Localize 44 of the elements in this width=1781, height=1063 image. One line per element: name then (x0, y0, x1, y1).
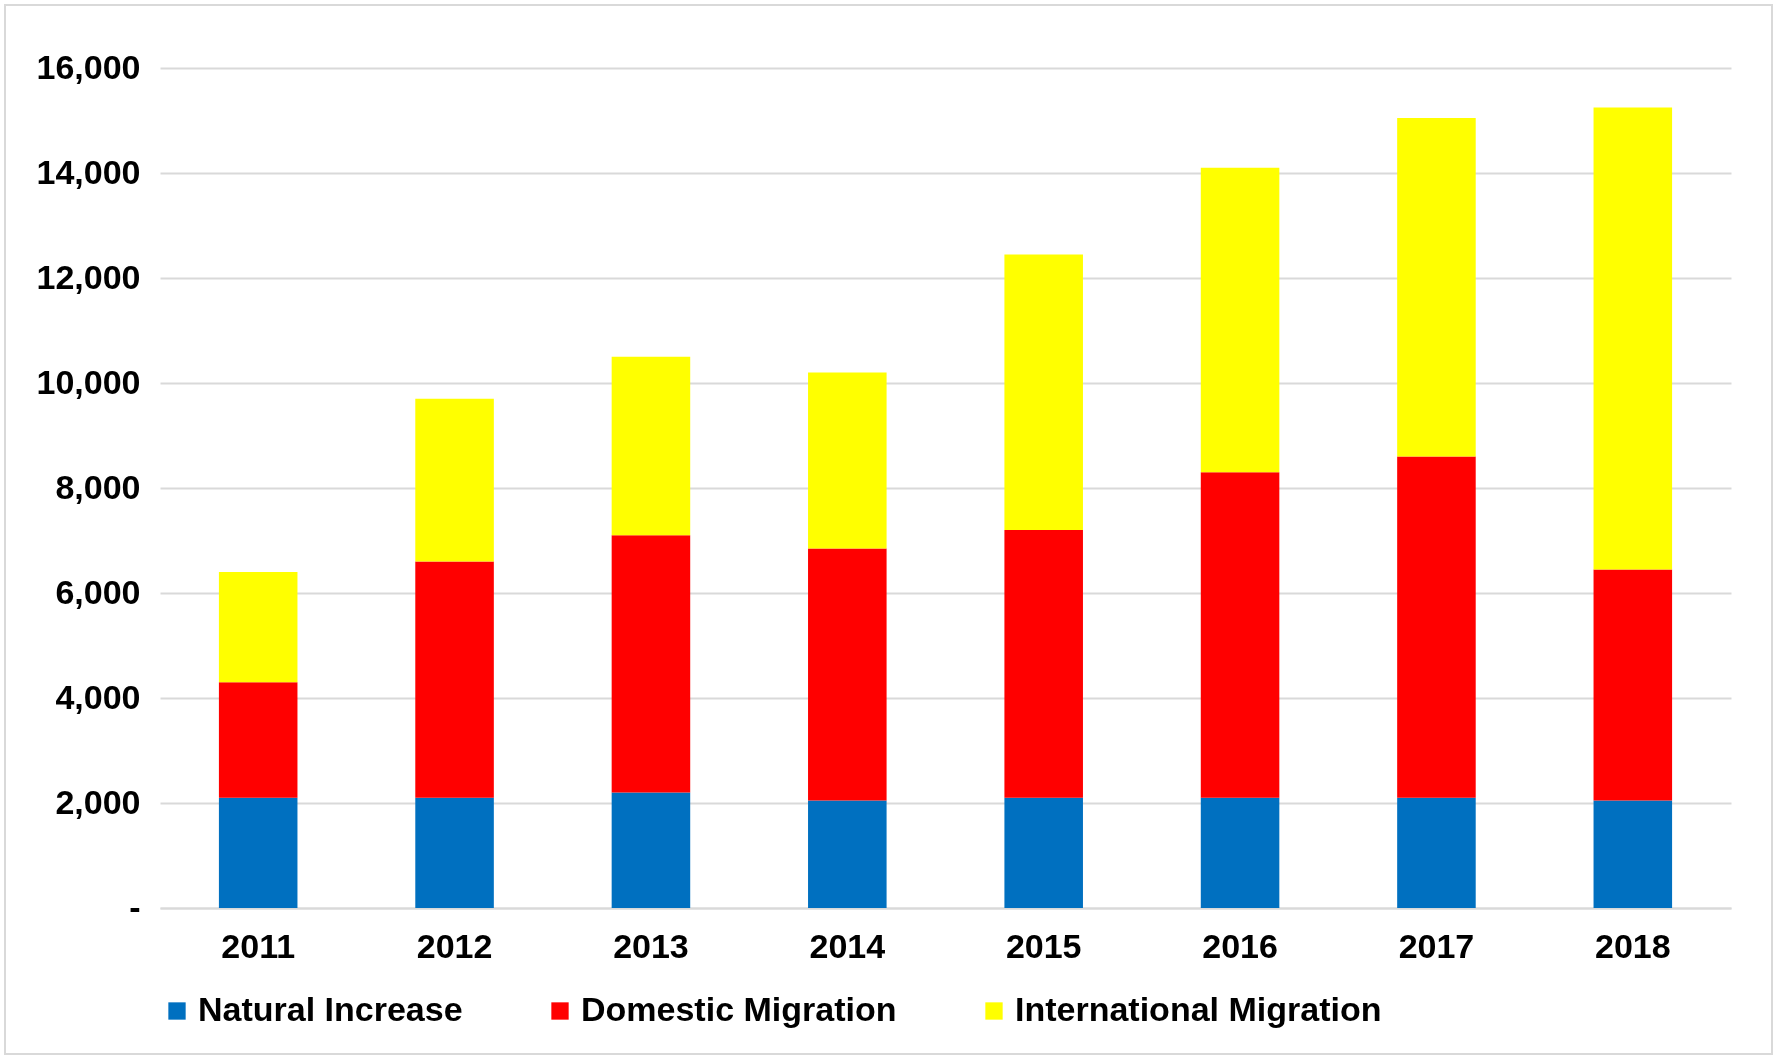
x-tick-label: 2017 (1398, 926, 1475, 965)
y-tick-label: 12,000 (36, 257, 141, 296)
y-tick-label: - (129, 887, 141, 926)
bar (1200, 472, 1280, 798)
bar (808, 548, 887, 801)
y-tick-label: 4,000 (55, 677, 141, 716)
y-tick-label: 2,000 (55, 782, 141, 821)
bar (808, 372, 887, 549)
bar (1593, 800, 1673, 908)
bar (1004, 254, 1083, 530)
x-tick-label: 2016 (1202, 926, 1278, 965)
bar (218, 682, 298, 798)
bar (415, 797, 494, 908)
x-tick-label: 2014 (809, 926, 886, 965)
bar (218, 797, 298, 908)
bar (1397, 456, 1476, 798)
bar (808, 800, 887, 908)
bar (611, 356, 691, 536)
legend-label: Natural Increase (198, 990, 463, 1028)
bar (1004, 797, 1083, 908)
legend-label: Domestic Migration (581, 990, 897, 1028)
y-tick-label: 16,000 (36, 47, 141, 86)
bar (415, 398, 494, 562)
legend-label: International Migration (1015, 990, 1382, 1028)
bar (218, 572, 298, 683)
x-tick-label: 2013 (613, 926, 689, 965)
y-tick-label: 10,000 (36, 362, 141, 401)
bar (1397, 117, 1476, 457)
bar (1200, 167, 1280, 473)
bar (1200, 797, 1280, 908)
bar (1593, 569, 1673, 801)
x-tick-label: 2018 (1594, 926, 1671, 965)
x-tick-label: 2011 (221, 926, 296, 965)
y-tick-label: 6,000 (55, 572, 141, 611)
y-tick-label: 8,000 (55, 467, 141, 506)
bar (1593, 107, 1673, 570)
bar (415, 561, 494, 798)
y-tick-label: 14,000 (36, 152, 141, 191)
x-tick-label: 2015 (1005, 926, 1082, 965)
bar (1004, 530, 1083, 798)
x-tick-label: 2012 (416, 926, 493, 965)
bar (611, 792, 691, 908)
bar (1397, 797, 1476, 908)
bar (611, 535, 691, 793)
